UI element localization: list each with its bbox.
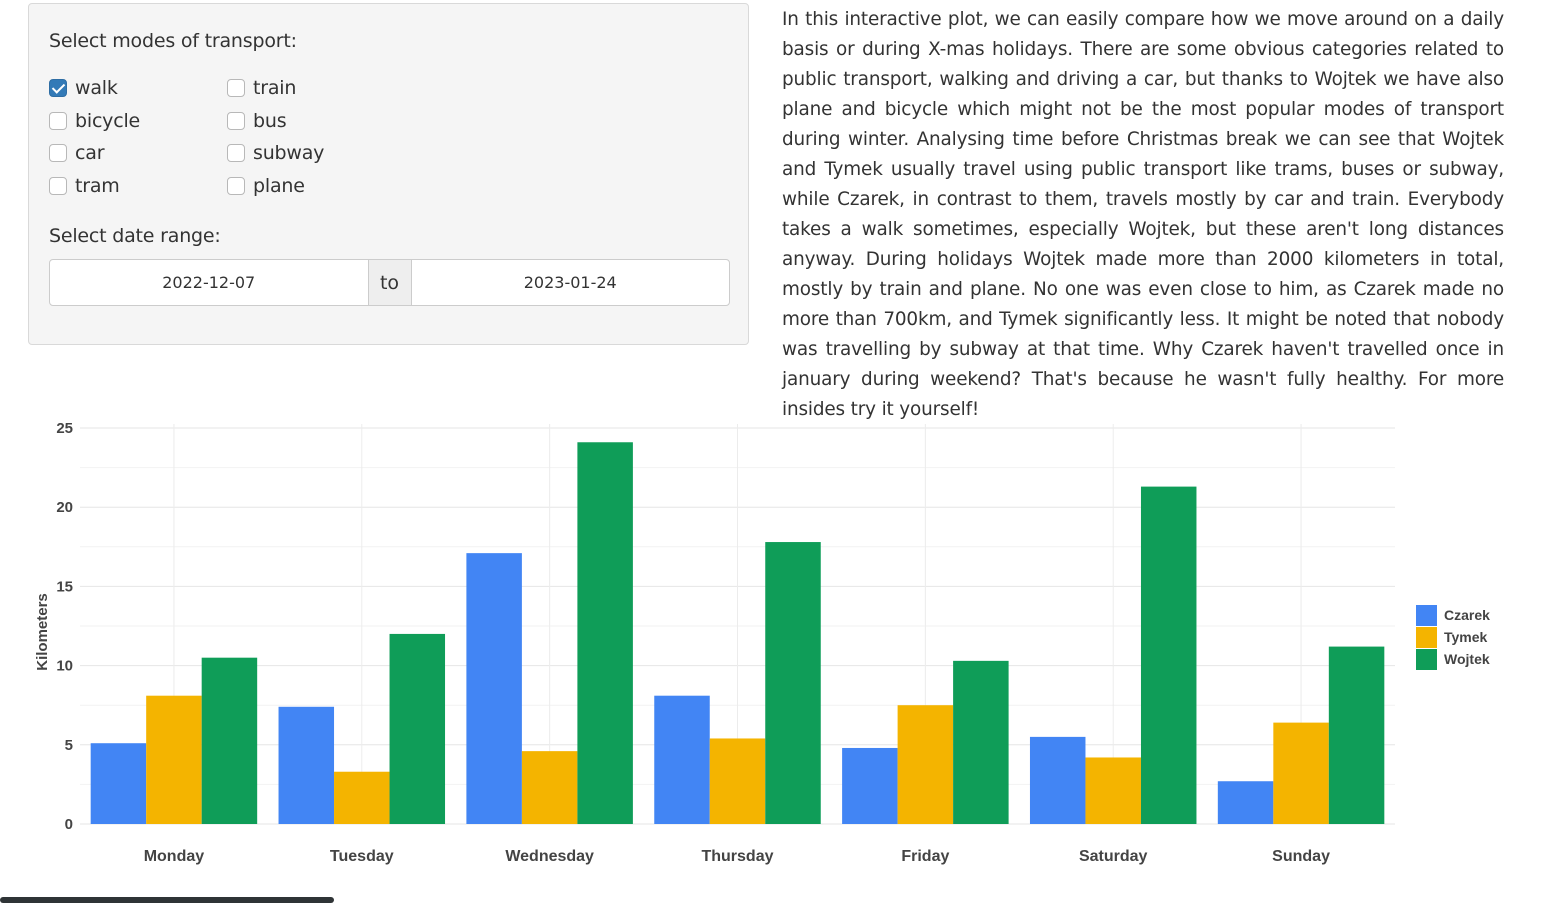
legend-label: Tymek: [1444, 629, 1488, 645]
date-end-input[interactable]: 2023-01-24: [410, 259, 730, 306]
bar-czarek-sunday[interactable]: [1217, 781, 1274, 824]
checkbox-box[interactable]: [49, 111, 67, 130]
bar-czarek-thursday[interactable]: [654, 695, 710, 824]
legend-swatch-tymek: [1416, 627, 1437, 648]
mode-checkbox-tram[interactable]: tram: [49, 173, 120, 199]
bar-czarek-saturday[interactable]: [1029, 736, 1086, 824]
checkbox-label: bus: [253, 109, 287, 132]
bar-wojtek-saturday[interactable]: [1140, 486, 1197, 824]
y-tick-label: 10: [56, 658, 73, 675]
bar-wojtek-monday[interactable]: [201, 657, 258, 824]
mode-checkbox-bus[interactable]: bus: [227, 108, 287, 134]
date-range-label: Select date range:: [49, 225, 221, 247]
chart-legend: Czarek Tymek Wojtek: [1416, 605, 1490, 670]
checkbox-box[interactable]: [227, 111, 245, 130]
x-tick-label: Tuesday: [330, 848, 394, 865]
bar-tymek-thursday[interactable]: [709, 738, 766, 824]
checkbox-box[interactable]: [49, 79, 67, 97]
checkbox-label: tram: [75, 174, 120, 197]
chart-bars: [90, 442, 1385, 824]
y-axis-title: Kilometers: [34, 593, 51, 671]
checkbox-label: subway: [253, 142, 325, 164]
y-tick-label: 25: [56, 420, 73, 437]
x-tick-label: Thursday: [701, 848, 773, 865]
modes-label: Select modes of transport:: [49, 30, 297, 52]
checkbox-label: walk: [75, 77, 118, 99]
checkbox-label: bicycle: [75, 109, 141, 132]
date-range-input: 2022-12-07 to 2023-01-24: [49, 259, 730, 306]
mode-checkbox-car[interactable]: car: [49, 140, 105, 166]
bar-tymek-wednesday[interactable]: [521, 751, 578, 824]
bar-wojtek-wednesday[interactable]: [577, 442, 633, 824]
bar-czarek-tuesday[interactable]: [278, 706, 335, 824]
legend-swatch-czarek: [1416, 605, 1437, 626]
legend-swatch-wojtek: [1416, 649, 1437, 670]
bar-czarek-wednesday[interactable]: [466, 553, 522, 824]
checkbox-box[interactable]: [227, 144, 245, 162]
bar-tymek-friday[interactable]: [897, 705, 954, 824]
mode-checkbox-plane[interactable]: plane: [227, 173, 305, 199]
checkbox-box[interactable]: [49, 144, 67, 162]
checkbox-label: plane: [253, 174, 305, 197]
bar-tymek-sunday[interactable]: [1273, 722, 1329, 824]
date-separator: to: [368, 259, 411, 306]
bar-wojtek-tuesday[interactable]: [389, 633, 446, 824]
bar-wojtek-thursday[interactable]: [765, 542, 821, 824]
date-start-input[interactable]: 2022-12-07: [49, 259, 369, 306]
x-tick-label: Friday: [901, 848, 949, 865]
filter-panel: Select modes of transport: Select date r…: [28, 3, 749, 345]
legend-label: Wojtek: [1444, 651, 1490, 667]
mode-checkbox-train[interactable]: train: [227, 75, 296, 101]
mode-checkbox-walk[interactable]: walk: [49, 75, 118, 101]
checkbox-label: train: [253, 77, 297, 99]
bar-czarek-friday[interactable]: [842, 747, 898, 824]
y-tick-label: 5: [65, 737, 73, 754]
description-text: In this interactive plot, we can easily …: [782, 9, 1504, 420]
bar-czarek-monday[interactable]: [90, 743, 147, 824]
bar-tymek-saturday[interactable]: [1085, 757, 1141, 824]
bar-tymek-tuesday[interactable]: [334, 771, 390, 824]
y-tick-label: 0: [65, 816, 73, 833]
y-tick-label: 15: [56, 578, 73, 595]
bar-wojtek-sunday[interactable]: [1328, 646, 1385, 824]
x-tick-label: Saturday: [1079, 848, 1148, 865]
checkbox-box[interactable]: [227, 176, 245, 195]
x-tick-label: Sunday: [1272, 848, 1330, 865]
checkbox-label: car: [75, 142, 105, 164]
bar-wojtek-friday[interactable]: [953, 660, 1009, 824]
y-tick-label: 20: [56, 499, 73, 516]
legend-label: Czarek: [1444, 607, 1490, 623]
checkbox-box[interactable]: [49, 176, 67, 195]
checkbox-box[interactable]: [227, 79, 245, 97]
mode-checkbox-subway[interactable]: subway: [227, 140, 324, 166]
x-axis-ticks: Monday Tuesday Wednesday Thursday Friday Satu…: [144, 848, 1330, 865]
bar-tymek-monday[interactable]: [146, 695, 202, 824]
horizontal-scrollbar[interactable]: [0, 897, 334, 903]
mode-checkbox-bicycle[interactable]: bicycle: [49, 108, 140, 134]
x-tick-label: Monday: [144, 848, 205, 865]
kilometers-bar-chart: 0 5 10 15 20 25 Monday Tuesday Wednesday Thursda…: [34, 420, 1490, 865]
y-axis-ticks: 0 5 10 15 20 25: [56, 420, 73, 833]
x-tick-label: Wednesday: [505, 848, 594, 865]
